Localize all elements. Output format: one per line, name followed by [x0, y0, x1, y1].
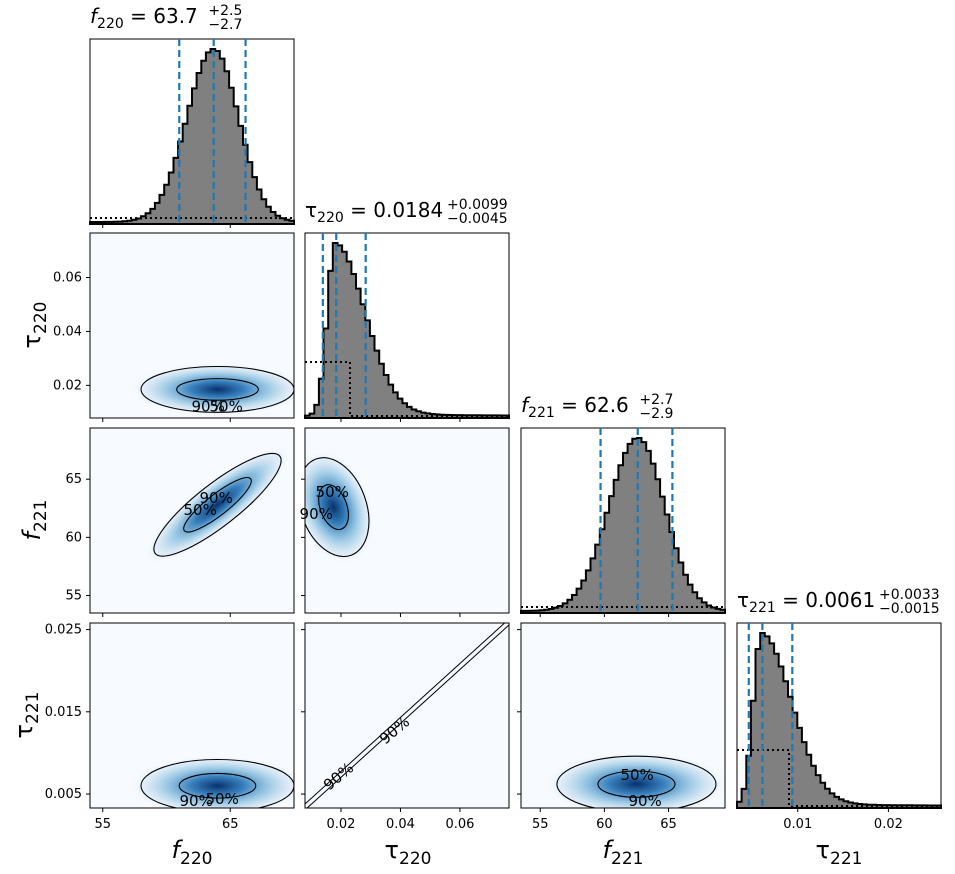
x-tick-label: 0.01	[783, 817, 812, 832]
y-tick-label: 0.005	[45, 787, 82, 802]
scatter-panel-tau220-vs-f220: 90%50%	[89, 232, 295, 419]
contour-50	[597, 770, 676, 798]
y-axis-label-f221: f221	[18, 500, 51, 541]
x-tick-label: 55	[532, 817, 549, 832]
density-blob	[129, 755, 294, 808]
panel-frame	[89, 427, 295, 614]
contour-50	[318, 484, 349, 531]
contour-label-50: 50%	[620, 766, 653, 784]
prior-line-tau220	[305, 361, 509, 417]
x-axis-label-tau220: τ220	[385, 836, 432, 869]
contour-label-90: 90%	[300, 505, 333, 523]
contour-90	[140, 758, 294, 808]
title-tau220: τ220 = 0.0184	[305, 198, 443, 226]
scatter-panel-tau221-vs-f221: 90%50%	[520, 622, 726, 810]
scatter-panel-f221-vs-tau220: 90%50%	[300, 427, 510, 614]
hist-panel-f220: f220 = 63.7 +2.5−2.7	[89, 3, 295, 225]
density-blob	[129, 363, 294, 416]
title-lower-err-tau221: −0.0015	[879, 601, 940, 617]
scatter-panel-tau221-vs-tau220: 90%90%	[304, 622, 510, 809]
y-tick-label: 0.06	[53, 270, 82, 285]
contour-90	[306, 624, 509, 808]
y-tick-label: 60	[65, 530, 82, 545]
x-axis-label-f220: f220	[172, 836, 213, 869]
contour-label-90: 90%	[628, 792, 661, 810]
contour-label-90: 90%	[192, 397, 225, 415]
contour-90	[140, 365, 294, 413]
x-tick-label: 65	[660, 817, 677, 832]
y-tick-label: 0.02	[53, 378, 82, 393]
y-axis-label-tau220: τ220	[18, 302, 51, 349]
panel-frame	[304, 622, 510, 809]
x-tick-label: 0.02	[874, 817, 903, 832]
hist-panel-f221: f221 = 62.6 +2.7−2.9	[520, 392, 726, 614]
contour-90	[556, 755, 717, 808]
contour-label-50: 50%	[184, 501, 217, 519]
density-blob	[305, 450, 375, 564]
title-upper-err-tau221: +0.0033	[879, 587, 940, 603]
contour-50	[178, 772, 257, 799]
title-upper-err-tau220: +0.0099	[447, 197, 508, 213]
scatter-panel-f221-vs-f220: 90%50%	[89, 427, 295, 614]
contour-label-90: 90%	[200, 489, 233, 507]
title-tau221: τ221 = 0.0061	[737, 588, 875, 616]
panel-bg	[305, 623, 509, 808]
title-f221: f221 = 62.6	[521, 393, 629, 421]
y-tick-label: 0.015	[45, 705, 82, 720]
x-tick-label: 60	[596, 817, 613, 832]
contour-90	[305, 623, 506, 805]
contour-label-50: 50%	[316, 483, 349, 501]
x-axis-label-tau221: τ221	[816, 836, 863, 869]
contour-label-90: 90%	[180, 792, 213, 810]
hist-panel-tau220: τ220 = 0.0184 +0.0099−0.0045	[304, 197, 510, 419]
contour-90	[153, 452, 282, 557]
hist-panel-tau221: τ221 = 0.0061 +0.0033−0.0015	[736, 587, 942, 809]
scatter-panel-tau221-vs-f220: 90%50%	[89, 622, 295, 810]
contour-label-50: 50%	[206, 790, 239, 808]
contour-50	[183, 477, 252, 533]
panel-frame	[89, 622, 295, 809]
x-tick-label: 0.04	[386, 817, 415, 832]
x-tick-label: 55	[94, 817, 111, 832]
title-upper-err-f220: +2.5	[208, 3, 242, 19]
histogram-tau220	[304, 242, 510, 419]
title-lower-err-f221: −2.9	[639, 406, 673, 422]
x-tick-label: 0.06	[445, 817, 474, 832]
y-tick-label: 0.04	[53, 324, 82, 339]
title-f220: f220 = 63.7	[90, 4, 198, 32]
title-lower-err-f220: −2.7	[208, 17, 242, 33]
x-tick-label: 65	[222, 817, 239, 832]
y-tick-label: 0.025	[45, 623, 82, 638]
contour-label-50: 50%	[210, 397, 243, 415]
title-lower-err-tau220: −0.0045	[447, 211, 508, 227]
contour-90	[305, 457, 370, 558]
panel-frame	[89, 232, 295, 419]
panel-frame	[520, 622, 726, 809]
title-upper-err-f221: +2.7	[639, 392, 673, 408]
x-tick-label: 0.02	[327, 817, 356, 832]
y-tick-label: 65	[65, 472, 82, 487]
density-blob	[144, 445, 291, 564]
y-axis-label-tau221: τ221	[10, 692, 43, 739]
y-tick-label: 55	[65, 589, 82, 604]
x-axis-label-f221: f221	[603, 836, 644, 869]
panel-frame	[304, 427, 510, 614]
histogram-f220	[89, 48, 295, 225]
contour-50	[176, 378, 259, 401]
density-blob	[545, 752, 725, 808]
